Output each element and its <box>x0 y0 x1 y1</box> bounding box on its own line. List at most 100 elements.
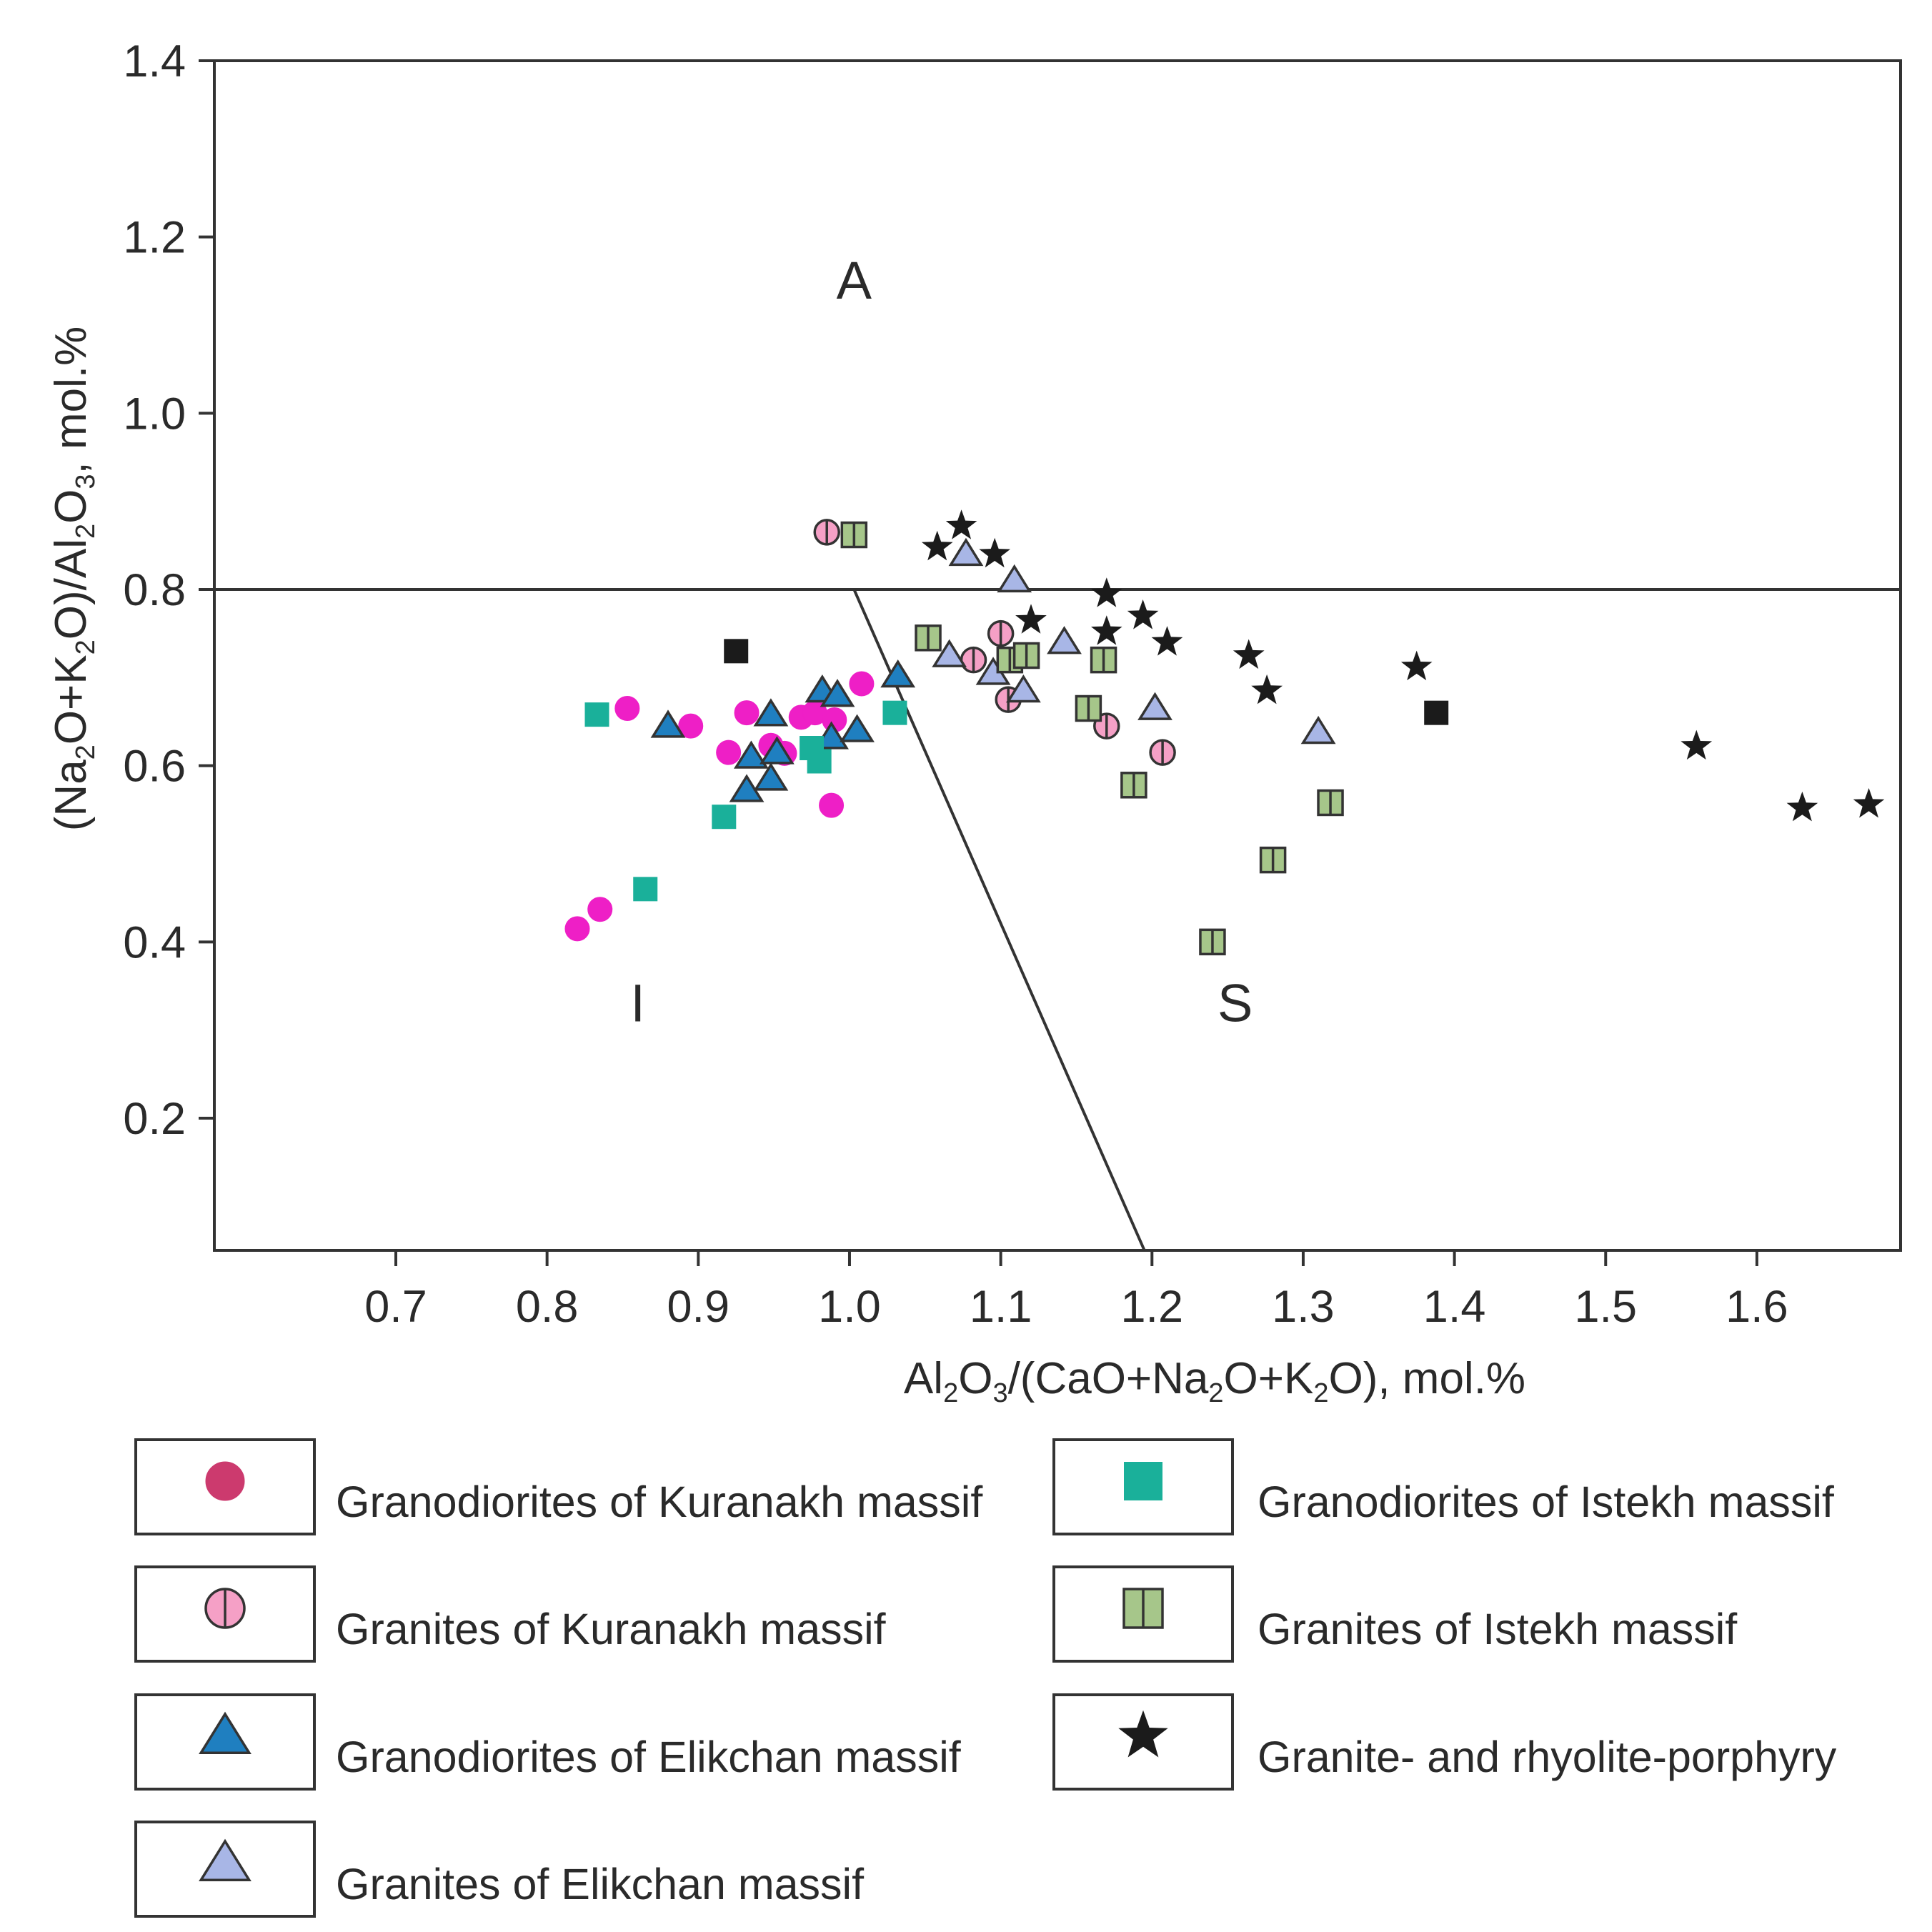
legend-item: Granites of Kuranakh massif <box>134 1565 887 1663</box>
x-tick-label: 1.4 <box>1423 1282 1486 1332</box>
data-point <box>1090 646 1117 674</box>
data-point <box>1317 789 1344 817</box>
y-tick-label: 0.6 <box>123 742 186 792</box>
data-point <box>1091 615 1122 645</box>
plot-frame <box>213 59 1902 1252</box>
data-point <box>932 639 967 667</box>
region-label-I: I <box>630 973 645 1032</box>
data-point <box>1786 791 1818 822</box>
data-point <box>1259 846 1287 874</box>
legend-label: Granite- and rhyolite-porphyry <box>1258 1733 1837 1781</box>
x-tick-label: 1.6 <box>1726 1282 1788 1332</box>
series-3 <box>932 537 1336 745</box>
data-point <box>820 679 855 707</box>
data-point <box>678 713 704 739</box>
data-point <box>1853 788 1885 818</box>
data-point <box>1251 674 1283 704</box>
legend-marker <box>1124 1462 1162 1500</box>
data-point <box>724 639 749 664</box>
data-point <box>716 740 742 765</box>
x-tick-label: 0.7 <box>364 1282 427 1332</box>
y-tick-label: 0.2 <box>123 1094 186 1144</box>
legend-label: Granodiorites of Elikchan massif <box>336 1733 962 1781</box>
data-point <box>1300 715 1336 745</box>
data-point <box>1424 700 1449 725</box>
data-point <box>813 519 840 546</box>
data-point <box>921 530 953 561</box>
data-point <box>753 762 789 791</box>
data-point <box>987 619 1015 647</box>
legend-box <box>134 1438 316 1535</box>
data-point <box>1005 674 1041 703</box>
data-point <box>729 774 765 802</box>
data-point <box>1680 730 1713 760</box>
legend-marker <box>1118 1710 1168 1758</box>
data-point <box>1233 639 1265 669</box>
data-point <box>979 537 1010 568</box>
legend-item: Granites of Istekh massif <box>1052 1565 1738 1663</box>
legend-item: Granodiorites of Elikchan massif <box>134 1693 962 1791</box>
data-point <box>1127 599 1159 629</box>
legend-marker <box>204 1588 246 1629</box>
legend-item: Granites of Elikchan massif <box>134 1821 865 1918</box>
x-tick-label: 1.3 <box>1272 1282 1335 1332</box>
data-point <box>1400 650 1433 681</box>
legend-item: Granodiorites of Istekh massif <box>1052 1438 1835 1535</box>
data-point <box>960 646 987 674</box>
x-tick-label: 1.5 <box>1574 1282 1637 1332</box>
data-point <box>1047 626 1082 654</box>
y-tick-label: 1.2 <box>123 213 186 263</box>
data-point <box>945 509 977 539</box>
data-point <box>915 624 942 652</box>
legend-item: Granite- and rhyolite-porphyry <box>1052 1693 1837 1791</box>
legend-marker <box>199 1838 252 1882</box>
data-point <box>807 749 832 774</box>
data-point <box>840 521 868 549</box>
data-point <box>1015 604 1047 634</box>
legend-label: Granites of Istekh massif <box>1258 1605 1738 1653</box>
data-point <box>997 564 1032 593</box>
data-point <box>882 700 907 725</box>
data-point <box>734 700 760 726</box>
y-tick-label: 0.4 <box>123 917 186 967</box>
I-S-boundary-line <box>852 589 1146 1251</box>
y-tick-label: 0.8 <box>123 565 186 615</box>
region-label-A: A <box>837 251 872 310</box>
legend-label: Granodiorites of Istekh massif <box>1258 1478 1835 1526</box>
legend-item: Granodiorites of Kuranakh massif <box>134 1438 983 1535</box>
data-point <box>564 916 590 942</box>
data-point <box>840 714 875 742</box>
x-tick-label: 0.8 <box>516 1282 579 1332</box>
data-point <box>1149 739 1176 766</box>
series-1 <box>813 519 1176 766</box>
series-7 <box>724 639 1449 725</box>
series-2 <box>650 659 916 802</box>
legend-marker <box>205 1461 245 1501</box>
legend-label: Granodiorites of Kuranakh massif <box>336 1478 983 1526</box>
series-5 <box>840 521 1344 956</box>
data-point <box>1075 694 1102 722</box>
data-point <box>759 736 795 765</box>
data-point <box>584 702 609 727</box>
data-point <box>948 537 984 567</box>
x-tick-label: 0.9 <box>667 1282 730 1332</box>
data-point <box>1137 692 1172 720</box>
data-point <box>819 792 845 818</box>
data-point <box>1012 642 1040 669</box>
y-axis-title: (Na2O+K2O)/Al2O3, mol.% <box>46 327 101 831</box>
data-point <box>1091 577 1122 607</box>
data-point <box>880 659 916 688</box>
series-4 <box>584 700 907 902</box>
data-point <box>1151 626 1183 656</box>
data-point <box>650 709 686 738</box>
x-tick-label: 1.0 <box>818 1282 881 1332</box>
data-point <box>587 897 613 922</box>
data-point <box>614 696 640 721</box>
data-point <box>733 740 769 769</box>
legend-label: Granites of Elikchan massif <box>336 1860 865 1908</box>
data-point <box>1120 772 1147 799</box>
series-6 <box>921 509 1885 822</box>
x-axis-title: Al2O3/(CaO+Na2O+K2O), mol.% <box>904 1354 1525 1408</box>
region-label-S: S <box>1218 973 1253 1032</box>
